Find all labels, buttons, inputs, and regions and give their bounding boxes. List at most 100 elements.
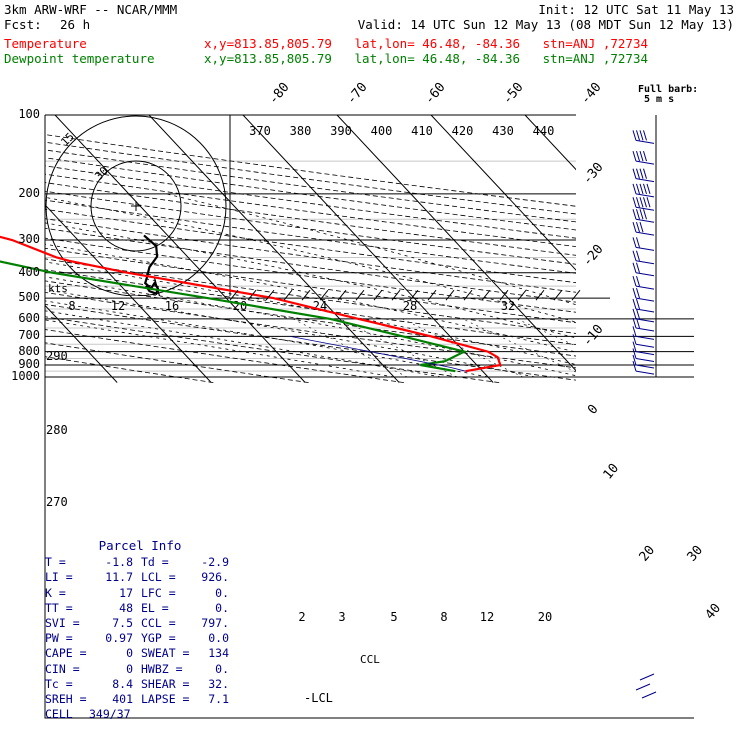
parcel-row: Tc = 8.4 SHEAR = 32.	[45, 677, 235, 692]
hodograph-units: kts	[48, 282, 68, 295]
pressure-tick-label: 900	[18, 357, 40, 371]
parcel-row: TT = 48 EL = 0.	[45, 601, 235, 616]
isotherm-label: 10	[601, 461, 623, 483]
mixing-ratio-label: 12	[480, 610, 494, 624]
isotherm-label: -80	[266, 80, 293, 108]
dry-adiabat-label: 280	[46, 423, 68, 437]
forecast-hour: 26 h	[60, 17, 91, 32]
parcel-path	[290, 336, 466, 372]
parcel-param-value: 8.4	[112, 676, 133, 691]
parcel-param-value: 48	[119, 600, 133, 615]
dewpoint-legend: Dewpoint temperature	[4, 51, 155, 66]
wind-barb	[632, 361, 655, 375]
wind-barb	[632, 334, 655, 348]
mixing-ratio-label: 5	[390, 610, 397, 624]
parcel-row: PW = 0.97 YGP = 0.0	[45, 631, 235, 646]
ccl-annotation: CCL	[360, 653, 380, 666]
pressure-tick-label: 500	[18, 290, 40, 305]
mixing-ratio-label: 8	[440, 610, 447, 624]
wind-barb	[632, 341, 655, 356]
parcel-info-panel: Parcel Info T = -1.8 Td = -2.9 LI = 11.7 LCL =…	[45, 538, 235, 722]
wind-barb	[632, 326, 655, 340]
dry-adiabat-label: 270	[46, 495, 68, 509]
full-barb-units: 5 m s	[644, 94, 675, 105]
theta-e-label: 420	[452, 124, 474, 138]
parcel-param-value: -2.9	[201, 555, 229, 570]
wind-barb	[632, 197, 655, 211]
wind-barb	[632, 317, 655, 332]
mixing-ratio-label: 2	[298, 610, 305, 624]
hodograph-tick-label: 20	[233, 299, 247, 313]
parcel-param-name: LAPSE =	[141, 692, 190, 707]
isotherm-label: -50	[500, 80, 527, 108]
parcel-row: LI = 11.7 LCL = 926.	[45, 570, 235, 585]
parcel-param-name: SVI =	[45, 616, 80, 631]
forecast-label: Fcst:	[4, 17, 42, 32]
parcel-param-value: 0	[126, 646, 133, 661]
parcel-param-value: 7.5	[112, 616, 133, 631]
wind-barb	[632, 308, 655, 323]
wind-barb	[632, 275, 655, 290]
parcel-info-title: Parcel Info	[98, 538, 182, 553]
parcel-param-value: 0.	[215, 661, 229, 676]
wind-barb	[632, 222, 655, 236]
parcel-param-name: Tc =	[45, 676, 73, 691]
parcel-param-name: LCL =	[141, 570, 176, 585]
wind-barb	[632, 209, 655, 223]
hodograph-tick-label: 16	[165, 299, 179, 313]
hodograph-tick-label: 8	[68, 299, 75, 313]
wind-barb	[632, 348, 655, 363]
init-time: Init: 12 UTC Sat 11 May 13	[538, 2, 734, 17]
isotherm-label: -10	[580, 322, 607, 350]
parcel-param-value: 17	[119, 585, 133, 600]
pressure-tick-label: 600	[18, 310, 40, 325]
isotherm-label: -60	[422, 80, 449, 108]
surface-barb	[641, 691, 657, 699]
wind-barb	[632, 150, 655, 165]
parcel-param-value: 0	[126, 661, 133, 676]
theta-e-label: 390	[330, 124, 352, 138]
temperature-location: x,y=813.85,805.79 lat,lon= 46.48, -84.36…	[204, 36, 649, 51]
hodograph-ring	[45, 115, 227, 296]
wind-barb	[632, 262, 655, 277]
pressure-tick-label: 700	[18, 328, 40, 343]
cell-value: 349/37	[89, 707, 131, 722]
parcel-param-value: 0.97	[105, 631, 133, 646]
parcel-param-name: SWEAT =	[141, 646, 190, 661]
lcl-annotation: -LCL	[304, 691, 333, 705]
wind-barb	[632, 183, 655, 198]
isotherm-label: -40	[578, 80, 605, 108]
parcel-param-name: LI =	[45, 570, 73, 585]
parcel-param-name: YGP =	[141, 631, 176, 646]
wind-barb	[632, 287, 655, 302]
pressure-tick-label: 1000	[11, 369, 40, 383]
parcel-param-value: 926.	[201, 570, 229, 585]
temperature-trace	[0, 235, 502, 373]
isotherm-label: 30	[685, 543, 707, 565]
hodograph-trace	[143, 234, 160, 296]
parcel-param-value: 0.	[215, 585, 229, 600]
parcel-param-name: TT =	[45, 600, 73, 615]
parcel-param-name: Td =	[141, 555, 169, 570]
pressure-tick-label: 200	[18, 185, 40, 200]
parcel-row: SREH = 401 LAPSE = 7.1	[45, 692, 235, 707]
full-barb-label: Full barb:	[638, 84, 699, 95]
parcel-param-name: CIN =	[45, 661, 80, 676]
parcel-row: CAPE = 0 SWEAT = 134	[45, 646, 235, 661]
wind-barb	[632, 250, 655, 265]
pressure-tick-label: 800	[18, 343, 40, 358]
parcel-param-name: SHEAR =	[141, 676, 190, 691]
theta-e-label: 410	[411, 124, 433, 138]
parcel-param-name: SREH =	[45, 692, 87, 707]
temperature-legend: Temperature	[4, 36, 87, 51]
isotherm-label: 40	[703, 601, 725, 623]
valid-time: Valid: 14 UTC Sun 12 May 13 (08 MDT Sun …	[357, 17, 734, 32]
parcel-param-name: CAPE =	[45, 646, 87, 661]
dewpoint-location: x,y=813.85,805.79 lat,lon= 46.48, -84.36…	[204, 51, 649, 66]
hodograph-tick-label: 32	[501, 299, 515, 313]
parcel-param-value: -1.8	[105, 555, 133, 570]
theta-e-label: 430	[492, 124, 514, 138]
parcel-param-name: LFC =	[141, 585, 176, 600]
parcel-param-value: 134	[208, 646, 229, 661]
